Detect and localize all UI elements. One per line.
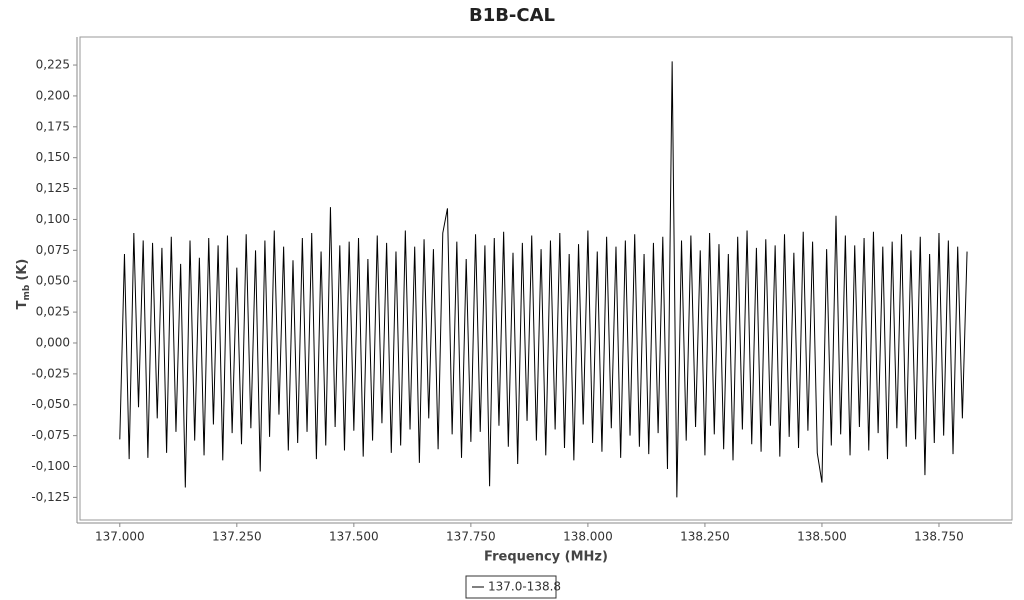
y-tick-label: -0,075 <box>31 428 70 442</box>
y-axis-title-main: T <box>15 300 30 309</box>
y-tick-label: 0,000 <box>36 335 70 349</box>
y-tick-label: 0,025 <box>36 305 70 319</box>
y-axis-title: Tmb (K) <box>15 259 32 310</box>
y-tick-label: 0,075 <box>36 243 70 257</box>
x-tick-label: 138.250 <box>680 530 730 544</box>
chart-title: B1B-CAL <box>469 5 555 26</box>
y-tick-label: -0,125 <box>31 490 70 504</box>
x-tick-label: 137.250 <box>212 530 262 544</box>
x-tick-label: 138.000 <box>563 530 613 544</box>
y-tick-label: 0,200 <box>36 88 70 102</box>
y-tick-label: -0,100 <box>31 459 70 473</box>
y-tick-label: 0,150 <box>36 150 70 164</box>
y-tick-label: 0,175 <box>36 119 70 133</box>
x-tick-label: 137.500 <box>329 530 379 544</box>
x-axis-title: Frequency (MHz) <box>484 550 608 565</box>
x-tick-label: 138.500 <box>797 530 847 544</box>
legend-box <box>465 575 557 599</box>
y-tick-label: 0,225 <box>36 58 70 72</box>
y-axis-title-sub: mb <box>22 284 32 300</box>
y-tick-label: -0,025 <box>31 366 70 380</box>
legend-label: 137.0-138.8 <box>488 580 561 594</box>
x-tick-label: 137.000 <box>95 530 145 544</box>
y-tick-label: 0,100 <box>36 212 70 226</box>
y-tick-label: -0,050 <box>31 397 70 411</box>
x-tick-label: 138.750 <box>914 530 964 544</box>
y-tick-label: 0,050 <box>36 274 70 288</box>
y-tick-label: 0,125 <box>36 181 70 195</box>
x-tick-label: 137.750 <box>446 530 496 544</box>
y-axis-title-unit: (K) <box>15 259 30 281</box>
series-line <box>119 61 968 498</box>
